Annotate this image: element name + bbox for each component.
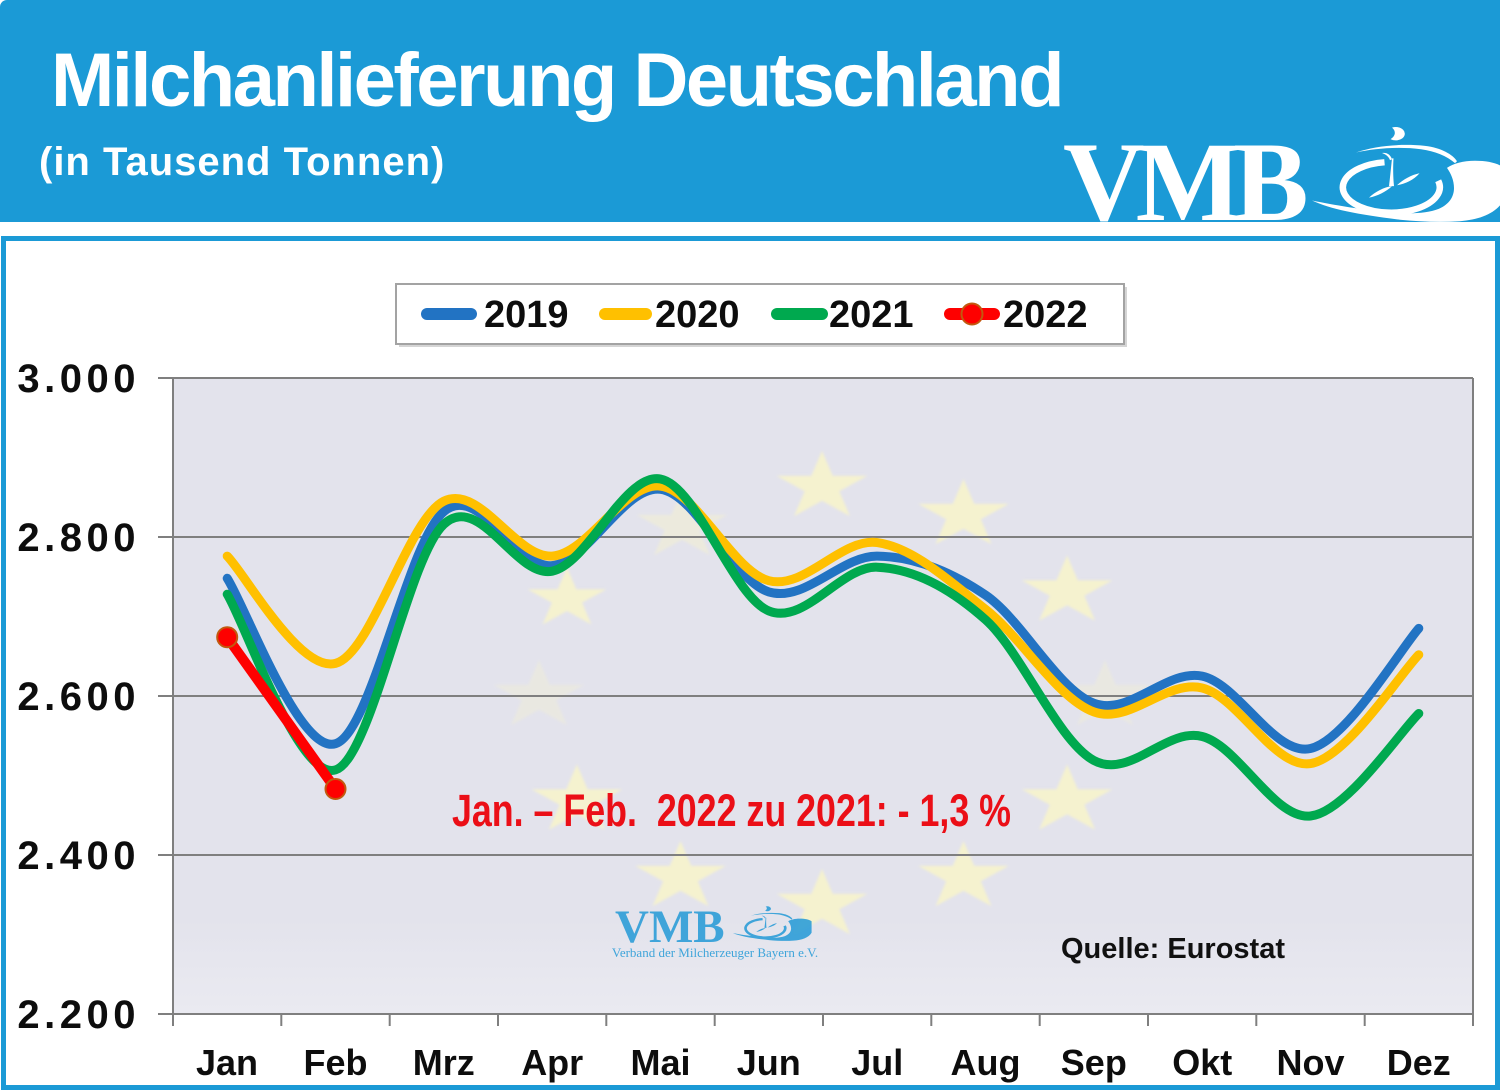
svg-text:VMB: VMB — [615, 901, 725, 953]
svg-text:Mrz: Mrz — [413, 1042, 475, 1083]
svg-text:Jan: Jan — [196, 1042, 258, 1083]
svg-text:2020: 2020 — [655, 294, 740, 336]
svg-text:Jul: Jul — [851, 1042, 903, 1083]
svg-text:2.400: 2.400 — [17, 834, 140, 878]
svg-text:Quelle: Eurostat: Quelle: Eurostat — [1061, 933, 1285, 965]
svg-text:2.200: 2.200 — [17, 993, 140, 1037]
svg-text:3.000: 3.000 — [17, 357, 140, 401]
svg-text:Apr: Apr — [521, 1042, 583, 1083]
svg-text:Sep: Sep — [1061, 1042, 1127, 1083]
svg-text:Verband der Milcherzeuger Baye: Verband der Milcherzeuger Bayern e.V. — [612, 945, 818, 960]
svg-text:Jun: Jun — [737, 1042, 801, 1083]
svg-text:2019: 2019 — [484, 294, 569, 336]
svg-text:2.600: 2.600 — [17, 675, 140, 719]
svg-text:2.800: 2.800 — [17, 516, 140, 560]
svg-text:Aug: Aug — [951, 1042, 1021, 1083]
svg-text:Okt: Okt — [1172, 1042, 1232, 1083]
svg-text:Mai: Mai — [630, 1042, 690, 1083]
svg-text:Nov: Nov — [1276, 1042, 1344, 1083]
svg-text:2021: 2021 — [829, 294, 914, 336]
svg-text:Jan. – Feb. 2022 zu 2021: - 1: Jan. – Feb. 2022 zu 2021: - 1,3 % — [452, 785, 1011, 836]
svg-text:Dez: Dez — [1387, 1042, 1451, 1083]
svg-text:2022: 2022 — [1003, 294, 1088, 336]
svg-text:Feb: Feb — [303, 1042, 367, 1083]
